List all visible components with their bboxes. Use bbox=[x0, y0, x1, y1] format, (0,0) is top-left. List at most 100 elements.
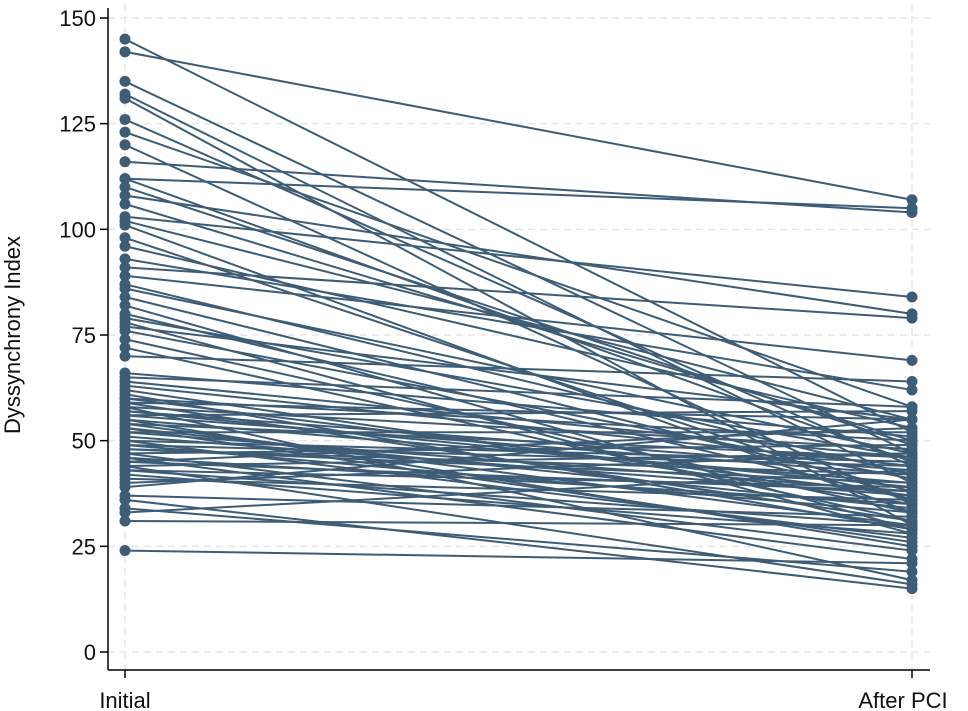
series-line-63 bbox=[124, 473, 913, 535]
point-initial-82 bbox=[119, 409, 131, 421]
series-line-45 bbox=[124, 460, 913, 493]
point-initial-70 bbox=[119, 232, 131, 244]
point-after-pci-15 bbox=[906, 384, 918, 396]
point-initial-2 bbox=[119, 75, 131, 87]
point-initial-55 bbox=[119, 384, 131, 396]
series-line-66 bbox=[124, 431, 913, 493]
series-line-20 bbox=[124, 312, 913, 501]
series-line-76 bbox=[124, 422, 913, 527]
series-line-81 bbox=[124, 452, 913, 552]
point-after-pci-84 bbox=[906, 481, 918, 493]
series-line-79 bbox=[124, 452, 913, 484]
point-initial-15 bbox=[119, 253, 131, 265]
series-line-2 bbox=[124, 80, 913, 455]
point-initial-9 bbox=[119, 173, 131, 185]
point-initial-81 bbox=[119, 447, 131, 459]
point-initial-6 bbox=[119, 139, 131, 151]
series-line-70 bbox=[124, 236, 913, 501]
point-initial-53 bbox=[119, 515, 131, 527]
series-line-47 bbox=[124, 469, 913, 527]
point-after-pci-80 bbox=[906, 583, 918, 595]
series-line-49 bbox=[124, 418, 913, 489]
point-initial-66 bbox=[119, 426, 131, 438]
series-line-0 bbox=[124, 38, 913, 434]
series-line-64 bbox=[124, 380, 913, 459]
x-tick-label-0: Initial bbox=[99, 688, 150, 711]
point-initial-80 bbox=[119, 494, 131, 506]
y-tick-label-50: 50 bbox=[72, 429, 96, 454]
series-line-80 bbox=[124, 498, 913, 590]
series-line-62 bbox=[124, 465, 913, 586]
point-initial-72 bbox=[119, 113, 131, 125]
point-initial-71 bbox=[119, 181, 131, 193]
series-line-65 bbox=[124, 410, 913, 472]
point-initial-68 bbox=[119, 283, 131, 295]
series-line-61 bbox=[124, 456, 913, 561]
point-after-pci-26 bbox=[906, 375, 918, 387]
point-after-pci-16 bbox=[906, 312, 918, 324]
point-initial-77 bbox=[119, 439, 131, 451]
series-line-3 bbox=[124, 93, 913, 484]
point-initial-1 bbox=[119, 46, 131, 58]
series-points bbox=[119, 33, 918, 595]
series-lines bbox=[124, 38, 913, 590]
point-after-pci-61 bbox=[906, 553, 918, 565]
series-line-75 bbox=[124, 372, 913, 438]
point-initial-69 bbox=[119, 342, 131, 354]
point-after-pci-83 bbox=[906, 414, 918, 426]
point-after-pci-76 bbox=[906, 519, 918, 531]
y-tick-label-75: 75 bbox=[72, 323, 96, 348]
point-initial-19 bbox=[119, 291, 131, 303]
point-initial-84 bbox=[119, 464, 131, 476]
series-line-1 bbox=[124, 50, 913, 201]
series-line-56 bbox=[124, 405, 913, 582]
point-initial-0 bbox=[119, 33, 131, 45]
point-initial-17 bbox=[119, 270, 131, 282]
series-line-77 bbox=[124, 443, 913, 468]
series-line-72 bbox=[124, 118, 913, 467]
point-initial-83 bbox=[119, 397, 131, 409]
series-line-60 bbox=[124, 448, 913, 484]
series-line-8 bbox=[124, 177, 913, 210]
point-after-pci-58 bbox=[906, 502, 918, 514]
point-after-pci-75 bbox=[906, 430, 918, 442]
y-tick-label-25: 25 bbox=[72, 534, 96, 559]
point-after-pci-51 bbox=[906, 566, 918, 578]
point-after-pci-82 bbox=[906, 468, 918, 480]
point-initial-14 bbox=[119, 219, 131, 231]
y-axis-title: Dyssynchrony Index bbox=[0, 236, 25, 434]
point-after-pci-70 bbox=[906, 494, 918, 506]
point-after-pci-1 bbox=[906, 194, 918, 206]
point-after-pci-81 bbox=[906, 545, 918, 557]
point-initial-26 bbox=[119, 350, 131, 362]
y-tick-label-150: 150 bbox=[59, 6, 96, 31]
series-line-82 bbox=[124, 414, 913, 476]
series-line-54 bbox=[124, 549, 913, 565]
x-tick-label-1: After PCI bbox=[858, 688, 947, 711]
point-after-pci-12 bbox=[906, 291, 918, 303]
point-initial-16 bbox=[119, 261, 131, 273]
series-line-13 bbox=[124, 219, 913, 421]
point-after-pci-79 bbox=[906, 447, 918, 459]
point-initial-79 bbox=[119, 477, 131, 489]
point-initial-24 bbox=[119, 325, 131, 337]
y-tick-label-100: 100 bbox=[59, 217, 96, 242]
point-initial-25 bbox=[119, 333, 131, 345]
series-line-17 bbox=[124, 274, 913, 362]
point-initial-76 bbox=[119, 418, 131, 430]
series-line-43 bbox=[124, 443, 913, 455]
point-initial-78 bbox=[119, 456, 131, 468]
series-line-74 bbox=[124, 304, 913, 531]
point-initial-54 bbox=[119, 545, 131, 557]
series-line-50 bbox=[124, 494, 913, 518]
point-initial-10 bbox=[119, 190, 131, 202]
y-tick-label-125: 125 bbox=[59, 112, 96, 137]
point-initial-4 bbox=[119, 92, 131, 104]
point-initial-11 bbox=[119, 198, 131, 210]
point-initial-64 bbox=[119, 375, 131, 387]
point-after-pci-34 bbox=[906, 405, 918, 417]
point-after-pci-78 bbox=[906, 422, 918, 434]
point-after-pci-71 bbox=[906, 439, 918, 451]
series-line-10 bbox=[124, 194, 913, 315]
